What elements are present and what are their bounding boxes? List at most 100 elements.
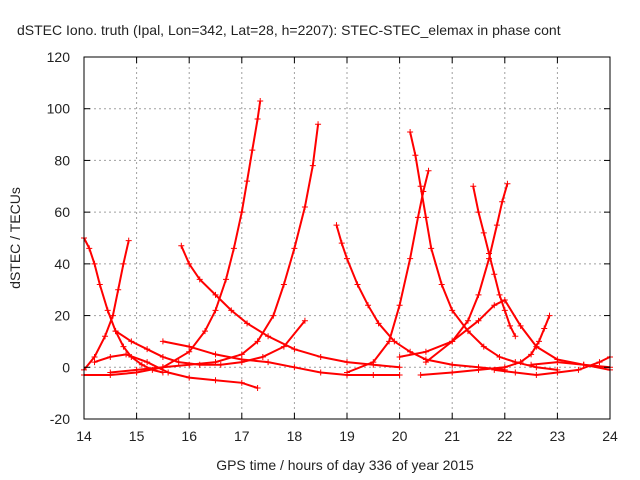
data-point bbox=[309, 162, 316, 169]
data-point bbox=[512, 333, 519, 340]
data-point bbox=[575, 366, 582, 373]
data-point bbox=[491, 271, 498, 278]
x-axis-label: GPS time / hours of day 336 of year 2015 bbox=[216, 457, 474, 473]
series-12 bbox=[396, 180, 511, 360]
data-point bbox=[196, 276, 203, 283]
data-point bbox=[425, 167, 432, 174]
data-point bbox=[159, 353, 166, 360]
data-point bbox=[238, 356, 245, 363]
x-tick-label: 20 bbox=[392, 428, 408, 444]
data-point bbox=[554, 359, 561, 366]
data-point bbox=[422, 214, 429, 221]
data-point bbox=[238, 209, 245, 216]
x-tick-labels: 14 15 16 17 18 19 20 21 22 23 24 bbox=[76, 428, 618, 444]
data-point bbox=[259, 353, 266, 360]
data-point bbox=[499, 198, 506, 205]
data-point bbox=[415, 214, 422, 221]
data-point bbox=[104, 307, 111, 314]
series-line bbox=[335, 224, 505, 371]
data-point bbox=[407, 348, 414, 355]
data-point bbox=[254, 338, 261, 345]
series-line bbox=[346, 170, 430, 374]
series-13 bbox=[470, 183, 519, 340]
data-point bbox=[265, 359, 272, 366]
data-point bbox=[370, 359, 377, 366]
data-point bbox=[217, 361, 224, 368]
data-point bbox=[270, 312, 277, 319]
data-point bbox=[512, 369, 519, 376]
data-point bbox=[301, 317, 308, 324]
data-point bbox=[501, 364, 508, 371]
x-tick-label: 15 bbox=[129, 428, 145, 444]
data-point bbox=[417, 372, 424, 379]
data-point bbox=[475, 366, 482, 373]
data-point bbox=[407, 128, 414, 135]
x-tick-label: 23 bbox=[550, 428, 566, 444]
data-point bbox=[344, 359, 350, 366]
data-point bbox=[491, 366, 498, 373]
data-point bbox=[475, 209, 482, 216]
data-point bbox=[280, 343, 287, 350]
series-15 bbox=[417, 312, 553, 379]
data-point bbox=[496, 353, 503, 360]
data-point bbox=[317, 353, 324, 360]
series-line bbox=[84, 100, 262, 376]
data-point bbox=[238, 379, 245, 386]
data-point bbox=[244, 178, 251, 185]
series-8 bbox=[159, 338, 403, 379]
data-point bbox=[370, 372, 377, 379]
y-tick-label: 120 bbox=[47, 49, 71, 65]
x-tick-label: 21 bbox=[444, 428, 460, 444]
grid bbox=[84, 57, 610, 419]
data-point bbox=[507, 322, 514, 329]
data-point bbox=[109, 312, 116, 319]
data-point bbox=[128, 338, 135, 345]
data-point bbox=[491, 302, 498, 309]
data-point bbox=[449, 338, 456, 345]
data-point bbox=[422, 348, 429, 355]
data-point bbox=[344, 369, 350, 376]
data-point bbox=[470, 183, 477, 190]
data-point bbox=[175, 359, 182, 366]
data-point bbox=[464, 317, 471, 324]
data-point bbox=[91, 359, 98, 366]
series-9 bbox=[333, 222, 508, 373]
y-tick-label: 100 bbox=[47, 101, 71, 117]
data-point bbox=[438, 281, 445, 288]
data-point bbox=[449, 307, 456, 314]
data-point bbox=[517, 322, 524, 329]
series-line bbox=[180, 245, 400, 369]
data-point bbox=[480, 229, 487, 236]
data-point bbox=[533, 364, 540, 371]
data-point bbox=[228, 307, 235, 314]
data-point bbox=[486, 250, 493, 257]
x-tick-label: 19 bbox=[339, 428, 355, 444]
data-point bbox=[517, 359, 524, 366]
data-point bbox=[125, 237, 132, 244]
data-point bbox=[107, 369, 114, 376]
x-tick-label: 22 bbox=[497, 428, 513, 444]
data-point bbox=[265, 333, 272, 340]
data-point bbox=[333, 222, 340, 229]
series-10 bbox=[344, 167, 432, 376]
data-point bbox=[554, 369, 561, 376]
data-point bbox=[91, 260, 98, 267]
series-5 bbox=[91, 351, 261, 391]
data-point bbox=[475, 317, 482, 324]
data-point bbox=[291, 245, 298, 252]
data-point bbox=[535, 338, 542, 345]
data-point bbox=[344, 255, 350, 262]
data-point bbox=[212, 377, 219, 384]
series-line bbox=[409, 131, 558, 371]
data-point bbox=[186, 374, 193, 381]
y-tick-label: 0 bbox=[62, 359, 70, 375]
data-point bbox=[249, 147, 256, 154]
data-point bbox=[96, 281, 103, 288]
data-point bbox=[212, 351, 219, 358]
series-line bbox=[425, 298, 611, 369]
series-line bbox=[162, 340, 400, 376]
data-point bbox=[501, 297, 508, 304]
x-tick-label: 14 bbox=[76, 428, 92, 444]
data-point bbox=[315, 121, 322, 128]
